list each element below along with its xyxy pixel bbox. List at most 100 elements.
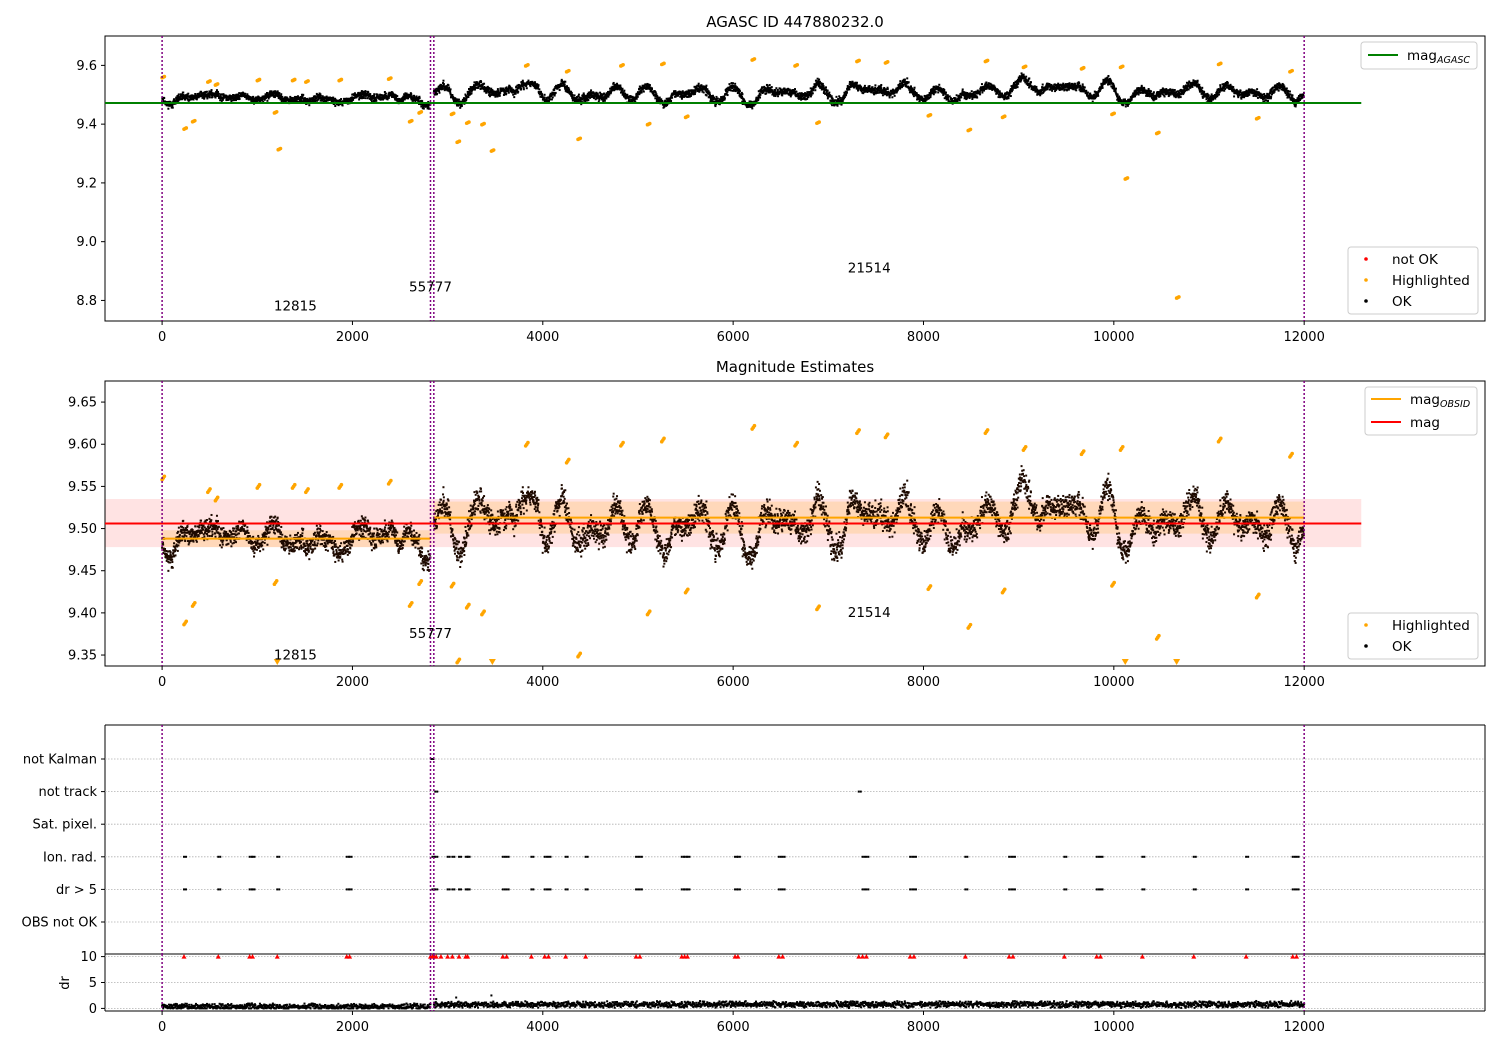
ok-point <box>519 84 522 87</box>
ok-point <box>721 100 724 103</box>
ok-point <box>322 100 325 103</box>
ok-point <box>474 87 477 90</box>
ok-point <box>635 97 638 100</box>
ok-point <box>314 99 317 102</box>
ok-point <box>880 87 883 90</box>
ok-point <box>873 88 876 91</box>
ok-point <box>723 97 726 100</box>
ok-point <box>345 97 348 100</box>
ok-point <box>602 100 605 103</box>
ok-point <box>783 87 786 90</box>
ok-point <box>951 97 954 100</box>
ok-point <box>906 77 909 80</box>
ok-point <box>174 100 177 103</box>
ok-point <box>879 87 882 90</box>
ok-point <box>274 90 277 93</box>
ok-point <box>192 98 195 101</box>
ok-point <box>731 87 734 90</box>
ok-point <box>190 98 193 101</box>
ok-point <box>543 96 546 99</box>
ok-point <box>822 88 825 91</box>
ok-point <box>476 81 479 84</box>
ok-point <box>626 93 629 96</box>
ok-point <box>634 100 637 103</box>
ok-point <box>765 92 768 95</box>
ok-point <box>559 85 562 88</box>
ok-point <box>848 83 851 86</box>
ok-point <box>893 94 896 97</box>
ok-point <box>215 92 218 95</box>
ok-point <box>317 98 320 101</box>
ok-point <box>252 100 255 103</box>
ok-point <box>654 97 657 100</box>
ok-point <box>790 93 793 96</box>
ok-point <box>165 100 168 103</box>
ok-point <box>505 86 508 89</box>
y-tick-label: 9.0 <box>76 235 97 250</box>
ok-point <box>551 93 554 96</box>
ok-point <box>641 88 644 91</box>
ok-point <box>612 81 615 84</box>
ok-point <box>681 94 684 97</box>
ok-point <box>749 100 752 103</box>
ok-point <box>315 96 318 99</box>
ok-point <box>378 95 381 98</box>
ok-point <box>406 95 409 98</box>
ok-point <box>654 91 657 94</box>
ok-point <box>805 93 808 96</box>
ok-point <box>308 97 311 100</box>
ok-point <box>373 94 375 97</box>
ok-point <box>488 87 491 90</box>
ok-point <box>1173 89 1176 92</box>
ok-point <box>742 100 745 103</box>
ok-point <box>879 89 882 92</box>
ok-point <box>433 88 436 91</box>
ok-point <box>351 96 354 99</box>
ok-point <box>814 79 817 82</box>
ok-point <box>799 97 802 100</box>
ok-point <box>686 92 689 95</box>
ok-point <box>811 92 814 95</box>
ok-point <box>816 77 819 80</box>
ok-point <box>298 98 301 101</box>
ok-point <box>705 86 708 89</box>
ok-point <box>479 87 482 90</box>
ok-point <box>236 98 239 100</box>
ok-point <box>789 91 792 94</box>
ok-point <box>595 97 598 100</box>
y-tick-label: 9.6 <box>76 59 97 74</box>
ok-point <box>725 89 728 92</box>
ok-point <box>559 83 562 86</box>
ok-point <box>237 94 240 97</box>
ok-point <box>522 81 525 84</box>
ok-point <box>293 97 296 100</box>
ok-point <box>227 98 230 101</box>
ok-point <box>684 94 687 97</box>
ok-point <box>806 91 809 94</box>
ok-point <box>734 82 737 85</box>
ok-point <box>689 94 692 97</box>
ok-point <box>776 91 779 94</box>
ok-point <box>387 96 390 99</box>
ok-point <box>412 99 415 102</box>
ok-point <box>300 97 303 100</box>
ok-point <box>230 100 233 103</box>
ok-point <box>445 85 448 88</box>
ok-point <box>642 87 645 90</box>
ok-point <box>308 104 311 107</box>
ok-point <box>403 93 406 96</box>
ok-point <box>536 83 539 86</box>
ok-point <box>958 99 961 102</box>
ok-point <box>311 99 314 102</box>
ok-point <box>768 88 771 91</box>
ok-point <box>265 93 268 96</box>
ok-point <box>313 95 316 98</box>
ok-point <box>888 91 891 94</box>
ok-point <box>180 93 183 96</box>
ok-point <box>290 98 293 101</box>
ok-point <box>229 98 232 101</box>
ok-point <box>294 100 297 103</box>
ok-point <box>573 96 576 99</box>
ok-point <box>517 90 520 93</box>
ok-point <box>843 96 846 99</box>
